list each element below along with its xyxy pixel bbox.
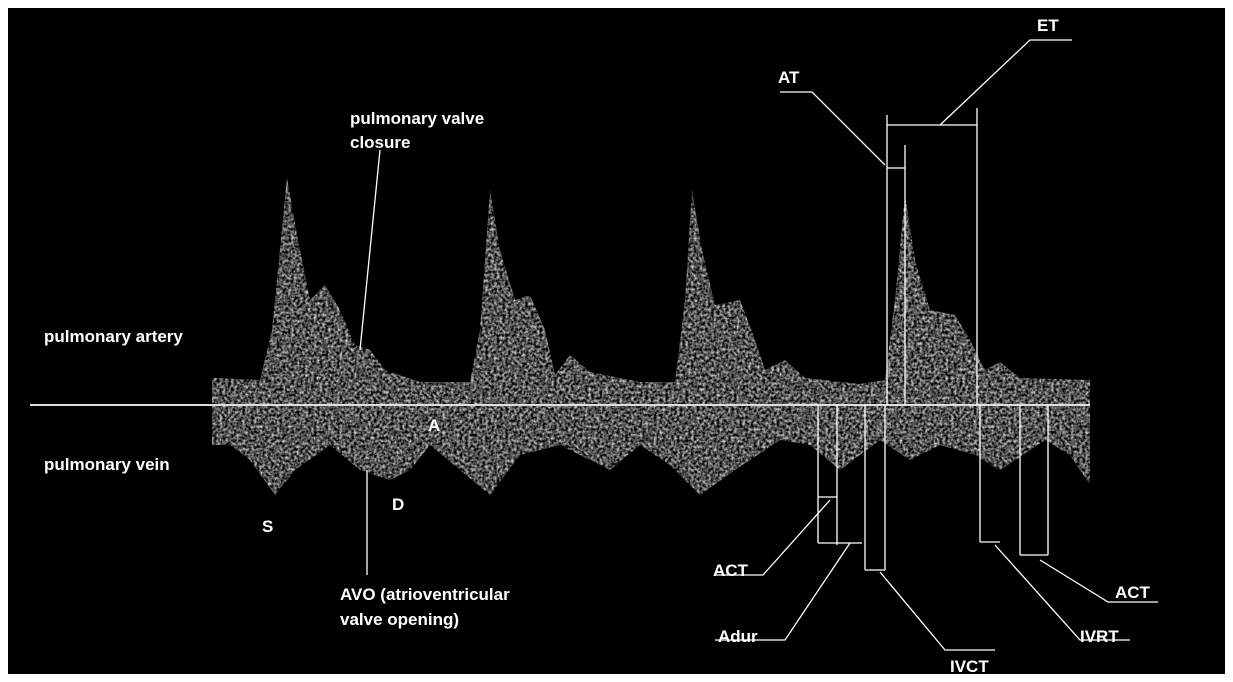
label: A (428, 416, 440, 435)
label: IVCT (950, 657, 989, 676)
label: AVO (atrioventricular (340, 585, 510, 604)
background (8, 8, 1225, 674)
label: AT (778, 68, 800, 87)
doppler-diagram: pulmonary valve closure pulmonary artery… (0, 0, 1233, 682)
label: D (392, 495, 404, 514)
label: Adur (718, 627, 758, 646)
label: S (262, 517, 273, 536)
label: pulmonary vein (44, 455, 170, 474)
label: pulmonary valve (350, 109, 484, 128)
label: ET (1037, 16, 1059, 35)
label: ACT (713, 561, 749, 580)
label: closure (350, 133, 410, 152)
label: IVRT (1080, 627, 1119, 646)
label: valve opening) (340, 610, 459, 629)
label: ACT (1115, 583, 1151, 602)
label: pulmonary artery (44, 327, 183, 346)
